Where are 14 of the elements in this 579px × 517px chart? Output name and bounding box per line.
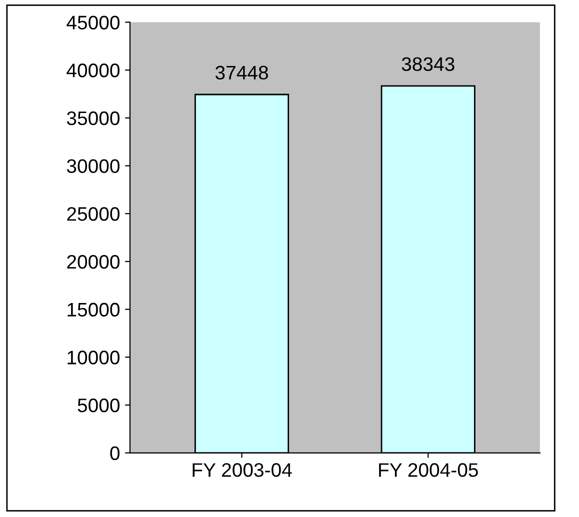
data-label: 38343	[402, 57, 454, 71]
y-tick-label: 35000	[66, 111, 120, 126]
data-label: 37448	[215, 66, 268, 80]
y-tick-label: 20000	[67, 254, 120, 269]
y-tick-label: 10000	[68, 350, 120, 364]
y-tick-label: 15000	[68, 302, 120, 317]
y-tick-label: 5000	[78, 398, 120, 412]
y-tick-label: 25000	[67, 207, 120, 221]
y-tick-label: 40000	[66, 64, 120, 78]
y-tick-label: 30000	[66, 159, 120, 174]
y-tick-label: 0	[110, 446, 120, 460]
y-tick-label: 45000	[66, 16, 120, 30]
x-tick-label: FY 2004-05	[379, 463, 478, 477]
x-tick-label: FY 2003-04	[192, 463, 292, 477]
